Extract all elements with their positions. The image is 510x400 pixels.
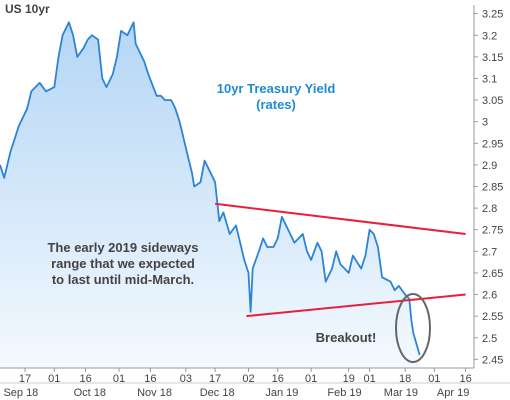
area-fill [0, 22, 420, 369]
x-tick-label: 18 [399, 373, 411, 385]
y-tick-label: 2.65 [482, 268, 503, 280]
annotation-range-line: The early 2019 sideways [47, 240, 198, 255]
series-line [0, 21, 421, 356]
x-tick-label: 16 [144, 373, 156, 385]
y-tick-label: 2.8 [482, 203, 497, 215]
trendline-lower [246, 293, 466, 318]
x-month-label: Apr 19 [437, 387, 469, 399]
y-tick-label: 3.05 [482, 95, 503, 107]
x-tick-label: 01 [305, 373, 317, 385]
y-tick-label: 2.55 [482, 311, 503, 323]
x-tick-label: 16 [272, 373, 284, 385]
x-month-label: Dec 18 [200, 387, 235, 399]
y-axis: 3.25 3.2 3.15 3.1 3.05 3 2.95 2.9 2.85 2.8 2.75 2.7… [473, 5, 503, 368]
y-tick-label: 2.9 [482, 160, 497, 172]
x-month-label: Jan 19 [265, 387, 298, 399]
x-tick-label: 16 [460, 373, 472, 385]
x-axis: 17 01 16 01 16 03 17 02 16 01 19 01 18 01 16 Sep 18 Oct … [0, 367, 510, 399]
x-tick-label: 01 [113, 373, 125, 385]
x-tick-label: 01 [428, 373, 440, 385]
y-tick-label: 2.45 [482, 354, 503, 366]
x-month-label: Feb 19 [327, 387, 361, 399]
x-tick-label: 16 [79, 373, 91, 385]
x-tick-label: 01 [363, 373, 375, 385]
x-tick-label: 01 [48, 373, 60, 385]
chart-title: US 10yr [5, 2, 50, 16]
x-tick-label: 02 [242, 373, 254, 385]
annotation-range-line: range that we expected [51, 256, 195, 271]
y-tick-label: 2.85 [482, 182, 503, 194]
annotation-range: The early 2019 sideways range that we ex… [47, 240, 198, 287]
annotation-title-line: (rates) [256, 97, 296, 112]
trendline-upper [214, 202, 466, 236]
x-month-label: Oct 18 [74, 387, 106, 399]
y-tick-label: 3.25 [482, 9, 503, 21]
y-tick-label: 2.7 [482, 246, 497, 258]
y-tick-label: 3.15 [482, 52, 503, 64]
x-tick-label: 19 [343, 373, 355, 385]
y-tick-label: 2.95 [482, 138, 503, 150]
annotation-title: 10yr Treasury Yield (rates) [217, 81, 336, 112]
x-month-label: Nov 18 [137, 387, 172, 399]
y-tick-label: 2.6 [482, 290, 497, 302]
annotation-title-line: 10yr Treasury Yield [217, 81, 336, 96]
x-month-label: Sep 18 [3, 387, 38, 399]
y-tick-label: 3 [482, 117, 488, 129]
annotation-range-line: to last until mid-March. [52, 272, 194, 287]
y-tick-label: 2.5 [482, 333, 497, 345]
y-tick-label: 2.75 [482, 225, 503, 237]
y-tick-label: 3.1 [482, 73, 497, 85]
x-month-label: Mar 19 [384, 387, 418, 399]
annotation-breakout: Breakout! [316, 330, 377, 345]
x-tick-label: 17 [209, 373, 221, 385]
y-tick-label: 3.2 [482, 30, 497, 42]
x-tick-label: 17 [19, 373, 31, 385]
x-tick-label: 03 [180, 373, 192, 385]
breakout-circle [395, 293, 431, 363]
